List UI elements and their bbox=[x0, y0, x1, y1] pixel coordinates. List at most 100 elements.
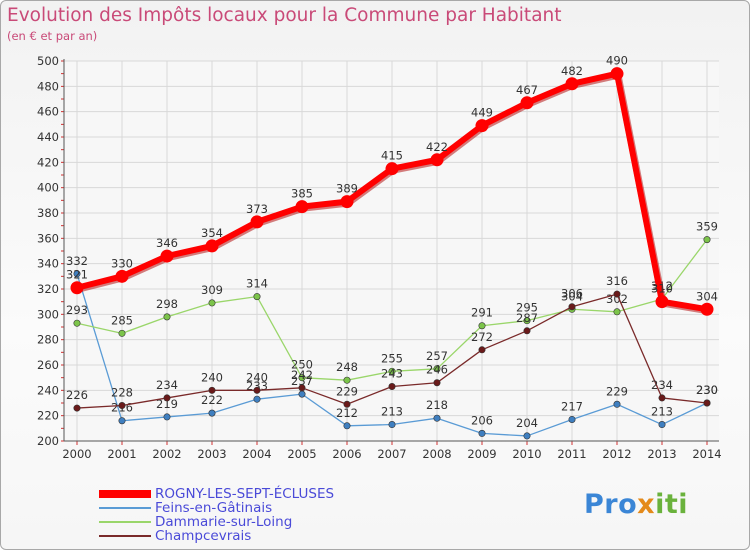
data-point-rogny-les-sept-ecluses bbox=[610, 67, 624, 81]
x-tick-label: 2001 bbox=[107, 447, 136, 461]
legend-label: ROGNY-LES-SEPT-ÉCLUSES bbox=[155, 486, 335, 502]
data-label-feins-en-gatinais: 229 bbox=[606, 384, 628, 398]
data-label-feins-en-gatinais: 222 bbox=[201, 393, 223, 407]
data-label-champcevrais: 229 bbox=[336, 384, 358, 398]
y-tick-label: 240 bbox=[37, 383, 59, 397]
x-tick-label: 2013 bbox=[647, 447, 676, 461]
data-point-champcevrais bbox=[208, 386, 216, 394]
data-label-rogny-les-sept-ecluses: 346 bbox=[156, 236, 178, 250]
x-tick-label: 2004 bbox=[242, 447, 271, 461]
data-point-feins-en-gatinais bbox=[388, 421, 396, 429]
data-label-champcevrais: 316 bbox=[606, 274, 628, 288]
data-label-champcevrais: 246 bbox=[426, 363, 448, 377]
data-label-champcevrais: 287 bbox=[516, 311, 538, 325]
data-point-feins-en-gatinais bbox=[208, 409, 216, 417]
data-label-champcevrais: 240 bbox=[201, 370, 223, 384]
legend-label: Champcevrais bbox=[155, 528, 252, 544]
data-label-feins-en-gatinais: 219 bbox=[156, 397, 178, 411]
x-tick-label: 2005 bbox=[287, 447, 316, 461]
data-label-dammarie-sur-loing: 285 bbox=[111, 313, 133, 327]
x-tick-label: 2014 bbox=[692, 447, 721, 461]
data-label-feins-en-gatinais: 213 bbox=[651, 405, 673, 419]
data-label-rogny-les-sept-ecluses: 467 bbox=[516, 83, 538, 97]
y-tick-label: 400 bbox=[37, 181, 59, 195]
x-tick-label: 2006 bbox=[332, 447, 361, 461]
data-point-champcevrais bbox=[163, 394, 171, 402]
data-label-dammarie-sur-loing: 255 bbox=[381, 351, 403, 365]
data-point-rogny-les-sept-ecluses bbox=[250, 215, 264, 229]
data-label-rogny-les-sept-ecluses: 490 bbox=[606, 54, 628, 68]
data-point-dammarie-sur-loing bbox=[298, 374, 306, 382]
data-point-dammarie-sur-loing bbox=[208, 299, 216, 307]
data-label-champcevrais: 272 bbox=[471, 330, 493, 344]
data-point-feins-en-gatinais bbox=[118, 417, 126, 425]
data-label-dammarie-sur-loing: 314 bbox=[246, 277, 268, 291]
y-tick-label: 360 bbox=[37, 231, 59, 245]
data-point-champcevrais bbox=[298, 384, 306, 392]
data-point-feins-en-gatinais bbox=[658, 421, 666, 429]
data-label-rogny-les-sept-ecluses: 373 bbox=[246, 202, 268, 216]
data-label-feins-en-gatinais: 217 bbox=[561, 399, 583, 413]
data-label-dammarie-sur-loing: 248 bbox=[336, 360, 358, 374]
data-point-champcevrais bbox=[253, 386, 261, 394]
data-point-dammarie-sur-loing bbox=[433, 365, 441, 373]
chart-title: Evolution des Impôts locaux pour la Comm… bbox=[7, 5, 562, 26]
x-tick-label: 2008 bbox=[422, 447, 451, 461]
legend-swatch bbox=[99, 535, 151, 537]
data-point-rogny-les-sept-ecluses bbox=[160, 249, 174, 263]
data-point-champcevrais bbox=[703, 399, 711, 407]
x-tick-label: 2010 bbox=[512, 447, 541, 461]
legend-swatch bbox=[99, 490, 151, 498]
y-tick-label: 480 bbox=[37, 79, 59, 93]
data-point-feins-en-gatinais bbox=[568, 415, 576, 423]
legend-swatch bbox=[99, 507, 151, 509]
legend-label: Feins-en-Gâtinais bbox=[155, 500, 273, 516]
legend-label: Dammarie-sur-Loing bbox=[155, 514, 293, 530]
data-point-champcevrais bbox=[523, 327, 531, 335]
data-label-rogny-les-sept-ecluses: 321 bbox=[66, 268, 88, 282]
data-label-rogny-les-sept-ecluses: 449 bbox=[471, 106, 493, 120]
y-tick-label: 320 bbox=[37, 282, 59, 296]
data-label-feins-en-gatinais: 212 bbox=[336, 406, 358, 420]
data-label-dammarie-sur-loing: 309 bbox=[201, 283, 223, 297]
data-label-dammarie-sur-loing: 295 bbox=[516, 301, 538, 315]
data-point-rogny-les-sept-ecluses bbox=[475, 119, 489, 133]
x-tick-label: 2012 bbox=[602, 447, 631, 461]
x-tick-label: 2000 bbox=[62, 447, 91, 461]
x-tick-label: 2002 bbox=[152, 447, 181, 461]
y-tick-label: 300 bbox=[37, 307, 59, 321]
data-label-feins-en-gatinais: 218 bbox=[426, 398, 448, 412]
data-point-dammarie-sur-loing bbox=[613, 308, 621, 316]
y-tick-label: 420 bbox=[37, 155, 59, 169]
data-point-champcevrais bbox=[73, 404, 81, 412]
data-point-dammarie-sur-loing bbox=[343, 376, 351, 384]
data-point-dammarie-sur-loing bbox=[523, 317, 531, 325]
data-label-dammarie-sur-loing: 298 bbox=[156, 297, 178, 311]
logo-part-3: iti bbox=[655, 489, 688, 520]
legend-item-feins-en-gatinais: Feins-en-Gâtinais bbox=[99, 501, 334, 515]
x-tick-label: 2003 bbox=[197, 447, 226, 461]
data-label-champcevrais: 228 bbox=[111, 386, 133, 400]
data-label-feins-en-gatinais: 230 bbox=[696, 383, 718, 397]
data-label-dammarie-sur-loing: 304 bbox=[561, 289, 583, 303]
data-point-champcevrais bbox=[478, 346, 486, 354]
data-label-champcevrais: 240 bbox=[246, 370, 268, 384]
y-tick-label: 380 bbox=[37, 206, 59, 220]
logo-part-1: Pro bbox=[584, 489, 638, 520]
y-tick-label: 460 bbox=[37, 105, 59, 119]
data-point-feins-en-gatinais bbox=[73, 270, 81, 278]
proxiti-logo: Proxiti bbox=[584, 489, 688, 520]
data-point-feins-en-gatinais bbox=[523, 432, 531, 440]
legend-item-champcevrais: Champcevrais bbox=[99, 529, 334, 543]
data-label-champcevrais: 230 bbox=[696, 383, 718, 397]
data-label-rogny-les-sept-ecluses: 422 bbox=[426, 140, 448, 154]
data-label-champcevrais: 226 bbox=[66, 388, 88, 402]
data-label-rogny-les-sept-ecluses: 354 bbox=[201, 226, 223, 240]
data-point-feins-en-gatinais bbox=[163, 413, 171, 421]
data-point-feins-en-gatinais bbox=[343, 422, 351, 430]
data-label-feins-en-gatinais: 332 bbox=[66, 254, 88, 268]
data-label-rogny-les-sept-ecluses: 389 bbox=[336, 182, 358, 196]
data-point-rogny-les-sept-ecluses bbox=[700, 302, 714, 316]
